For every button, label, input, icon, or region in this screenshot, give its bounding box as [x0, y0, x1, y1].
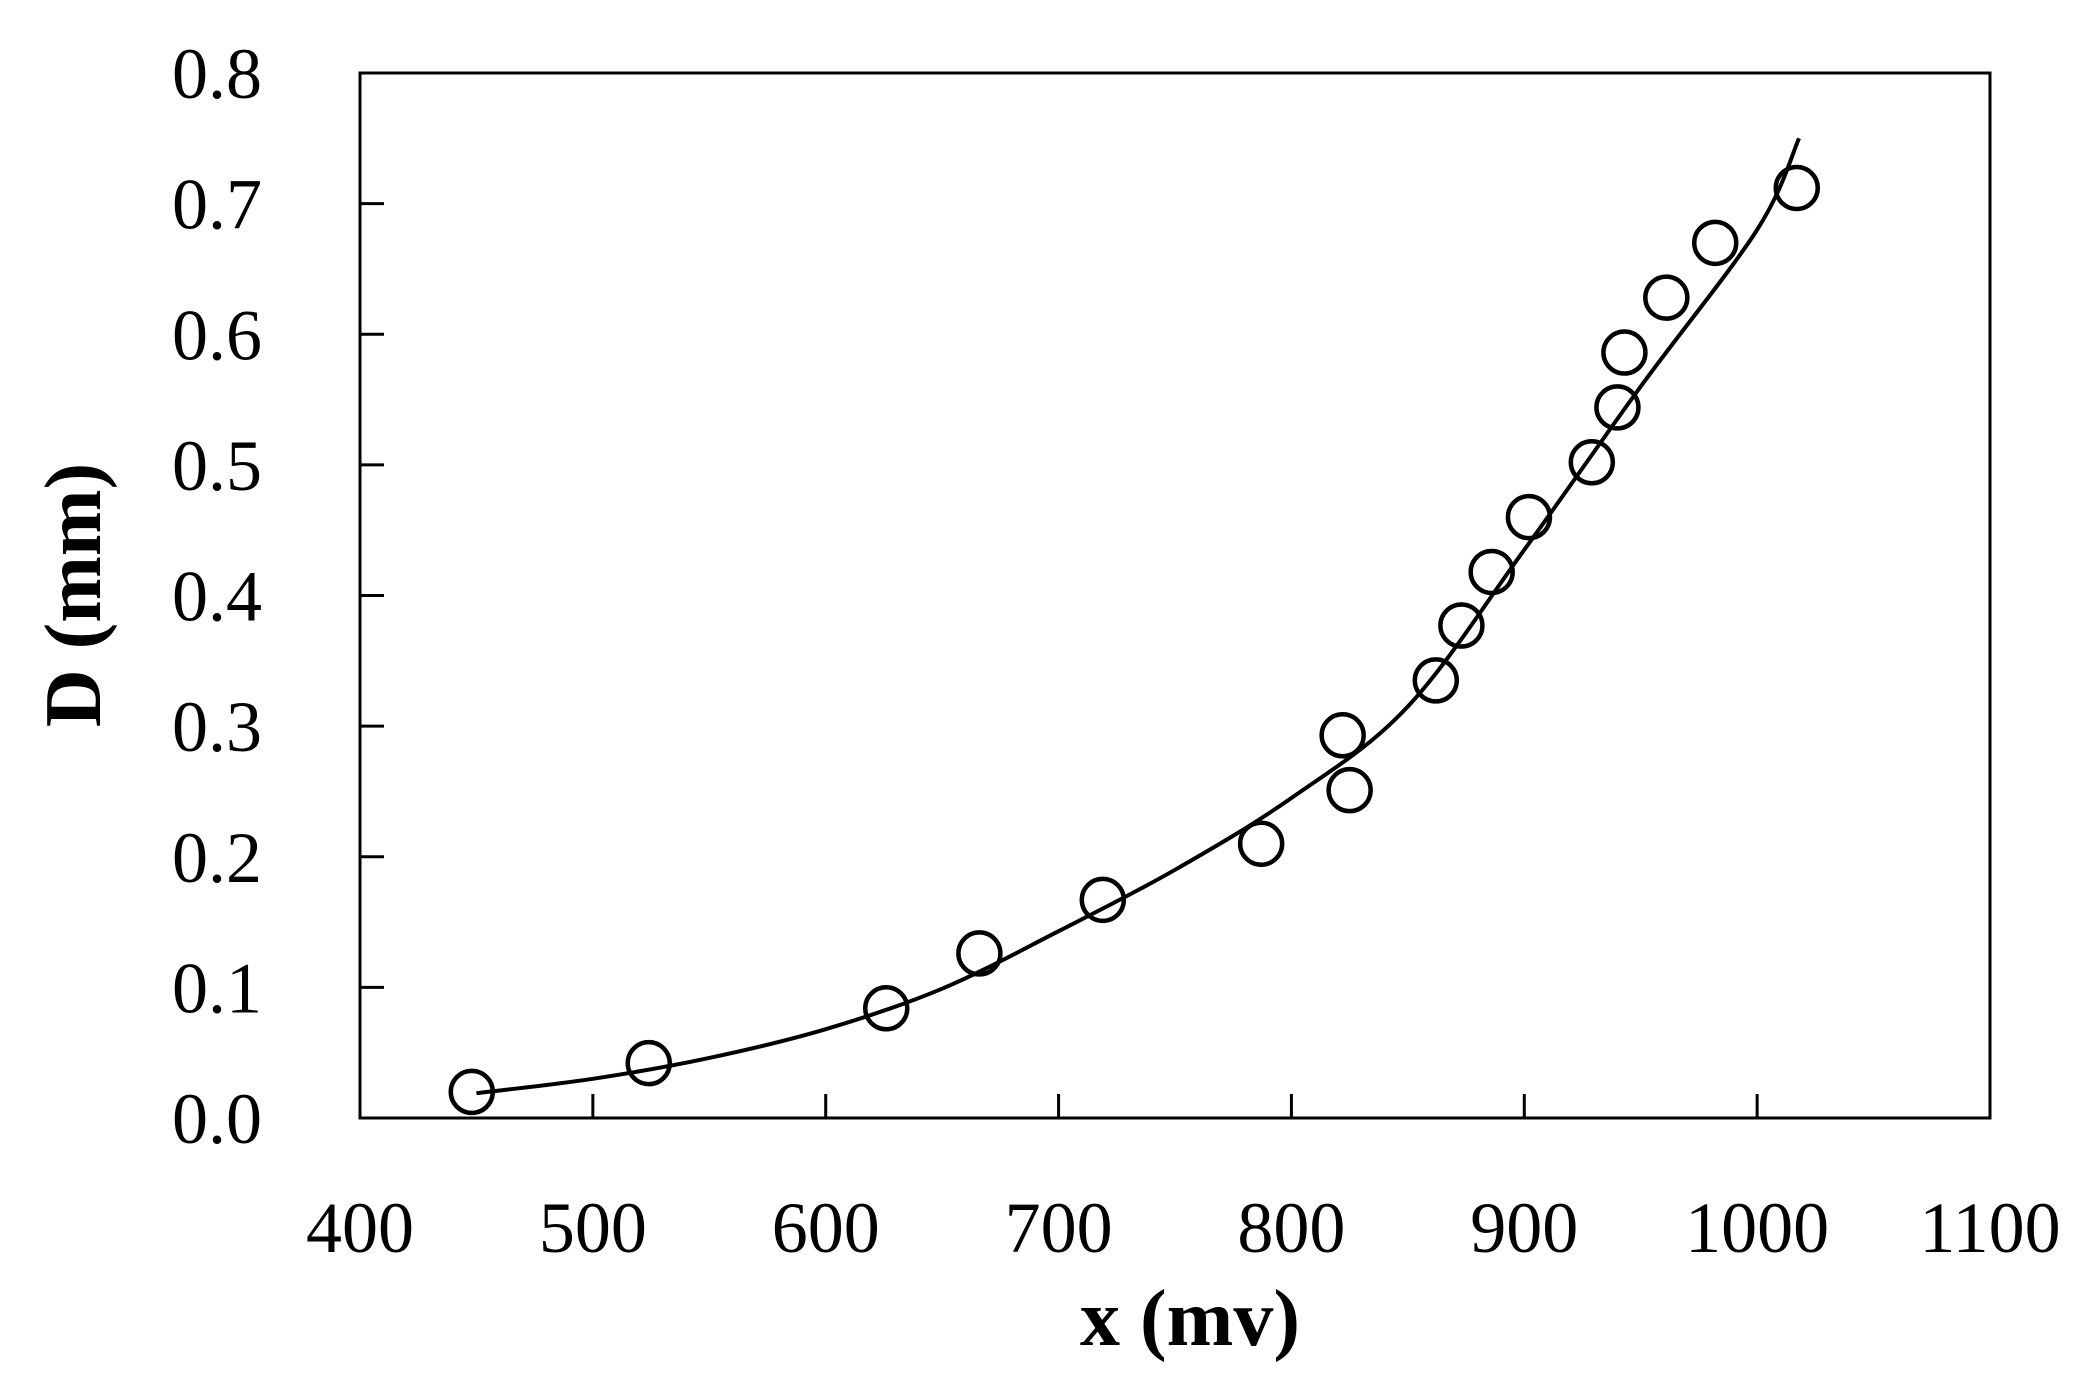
x-tick-label: 900 — [1470, 1188, 1578, 1268]
y-axis-title: D (mm) — [30, 463, 118, 727]
x-tick-label: 700 — [1005, 1188, 1113, 1268]
x-tick-label: 1000 — [1685, 1188, 1829, 1268]
y-tick-label: 0.7 — [172, 165, 262, 245]
y-tick-label: 0.6 — [172, 295, 262, 375]
data-point — [1237, 820, 1285, 867]
y-tick-label: 0.5 — [172, 426, 262, 506]
y-tick-label: 0.1 — [172, 948, 262, 1028]
data-point — [1505, 493, 1553, 541]
x-tick-label: 600 — [772, 1188, 880, 1268]
plot-area-frame — [358, 71, 1992, 1120]
data-point — [1468, 548, 1515, 596]
data-point — [1326, 766, 1373, 814]
data-point — [1643, 274, 1690, 321]
data-point — [1568, 439, 1616, 486]
fit-curve — [476, 137, 1801, 1096]
data-point — [1438, 602, 1485, 649]
x-axis-ticks: 400 500 600 700 800 900 1000 1100 — [306, 1094, 2061, 1268]
data-point — [1691, 219, 1739, 267]
y-tick-label: 0.8 — [172, 34, 262, 114]
data-point — [448, 1068, 496, 1116]
data-point — [1594, 384, 1641, 431]
x-axis-title: x (mv) — [1080, 1275, 1300, 1363]
data-point — [863, 985, 910, 1032]
data-point — [1079, 876, 1127, 924]
data-points-layer — [448, 164, 1820, 1116]
y-tick-label: 0.2 — [172, 818, 262, 898]
data-point — [1412, 657, 1460, 704]
x-tick-label: 400 — [306, 1188, 414, 1268]
data-point — [1773, 164, 1820, 212]
x-tick-label: 800 — [1237, 1188, 1345, 1268]
fit-curve-layer — [476, 137, 1801, 1096]
y-tick-label: 0.0 — [172, 1079, 262, 1159]
x-tick-label: 1100 — [1919, 1188, 2060, 1268]
data-point — [956, 930, 1003, 977]
x-tick-label: 500 — [539, 1188, 647, 1268]
y-tick-label: 0.4 — [172, 557, 262, 637]
data-point — [1601, 329, 1648, 376]
y-axis-ticks: 0.0 0.1 0.2 0.3 0.4 0.5 0.6 0.7 0.8 — [172, 34, 384, 1159]
data-point — [625, 1039, 672, 1087]
y-tick-label: 0.3 — [172, 687, 262, 767]
data-point — [1319, 712, 1366, 759]
